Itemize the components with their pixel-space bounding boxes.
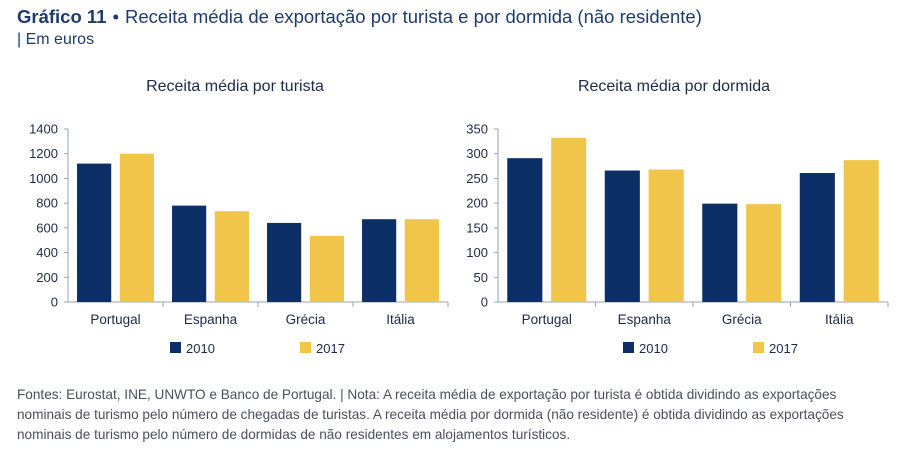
figure-number: Gráfico 11 [17, 6, 107, 27]
chart1-y-tick-label: 1400 [29, 122, 58, 137]
chart2-bar-2017-espanha [648, 169, 684, 302]
footnote-line-3: nominais de turismo pelo número de dormi… [17, 427, 571, 442]
chart-header: Gráfico 11 • Receita média de exportação p… [17, 5, 890, 51]
chart2-y-tick-label: 350 [466, 122, 488, 137]
chart1-y-tick-label: 800 [36, 196, 58, 211]
unit-label: | Em euros [17, 31, 95, 48]
chart2-legend-label-2010: 2010 [639, 341, 668, 356]
footnote: Fontes: Eurostat, INE, UNWTO e Banco de … [17, 385, 887, 445]
chart1-x-tick-label: Grécia [286, 312, 326, 327]
chart1-x-tick-label: Itália [386, 312, 415, 327]
chart2-bar-2010-portugal [507, 158, 543, 302]
chart2-bar-2010-grécia [702, 203, 738, 302]
chart1-y-tick-label: 200 [36, 270, 58, 285]
chart1-bar-2010-itália [362, 219, 397, 302]
chart2-bar-2010-itália [799, 172, 835, 302]
footnote-line-1: Fontes: Eurostat, INE, UNWTO e Banco de … [17, 387, 837, 402]
title-bullet: • [112, 6, 119, 27]
chart1-y-tick-label: 0 [51, 295, 58, 310]
chart2-x-tick-label: Portugal [522, 312, 572, 327]
chart2-y-tick-label: 300 [466, 146, 488, 161]
chart2-legend-swatch-2017 [753, 342, 764, 353]
chart2-y-tick-label: 200 [466, 196, 488, 211]
chart2-title: Receita média por dormida [578, 78, 770, 95]
chart2-x-tick-label: Espanha [618, 312, 672, 327]
chart1-y-tick-label: 600 [36, 220, 58, 235]
chart1-y-tick-label: 400 [36, 245, 58, 260]
figure-title-text: Receita média de exportação por turista … [124, 6, 702, 27]
chart1-legend-label-2010: 2010 [186, 341, 215, 356]
chart1-bar-2017-portugal [119, 153, 154, 302]
chart2-y-tick-label: 0 [481, 295, 488, 310]
chart1-bar-2017-grécia [309, 235, 344, 302]
chart1-x-tick-label: Portugal [90, 312, 140, 327]
chart2-bar-2010-espanha [604, 170, 640, 302]
chart2-bar-2017-itália [843, 160, 879, 302]
chart1-legend-swatch-2017 [300, 342, 311, 353]
chart1-title: Receita média por turista [146, 78, 324, 95]
charts-canvas: Receita média por turista 0 200 400 600 800 10… [29, 78, 889, 356]
chart2-y-tick-label: 50 [474, 270, 488, 285]
chart2-x-tick-label: Grécia [722, 312, 762, 327]
chart1-bar-2017-itália [404, 219, 439, 302]
chart1-y-tick-label: 1000 [29, 171, 58, 186]
chart1-legend-swatch-2010 [170, 342, 181, 353]
chart2-y-tick-label: 100 [466, 245, 488, 260]
chart1-bar-2010-espanha [172, 205, 207, 302]
chart2-x-tick-label: Itália [825, 312, 854, 327]
chart1-bar-2010-grécia [267, 222, 302, 302]
chart1-y-tick-label: 1200 [29, 146, 58, 161]
footnote-line-2: nominais de turismo pelo número de chega… [17, 407, 844, 422]
figure-title: Gráfico 11 • Receita média de exportação p… [17, 5, 890, 29]
chart2-y-tick-label: 250 [466, 171, 488, 186]
chart2-bar-2017-portugal [551, 137, 587, 302]
chart1-x-tick-label: Espanha [184, 312, 238, 327]
chart2-y-tick-label: 150 [466, 220, 488, 235]
chart1-legend-label-2017: 2017 [316, 341, 345, 356]
chart1-bar-2010-portugal [77, 163, 112, 302]
chart2-legend-swatch-2010 [623, 342, 634, 353]
chart2-legend-label-2017: 2017 [769, 341, 798, 356]
chart1-bar-2017-espanha [214, 211, 249, 302]
chart2-bar-2017-grécia [746, 204, 782, 302]
